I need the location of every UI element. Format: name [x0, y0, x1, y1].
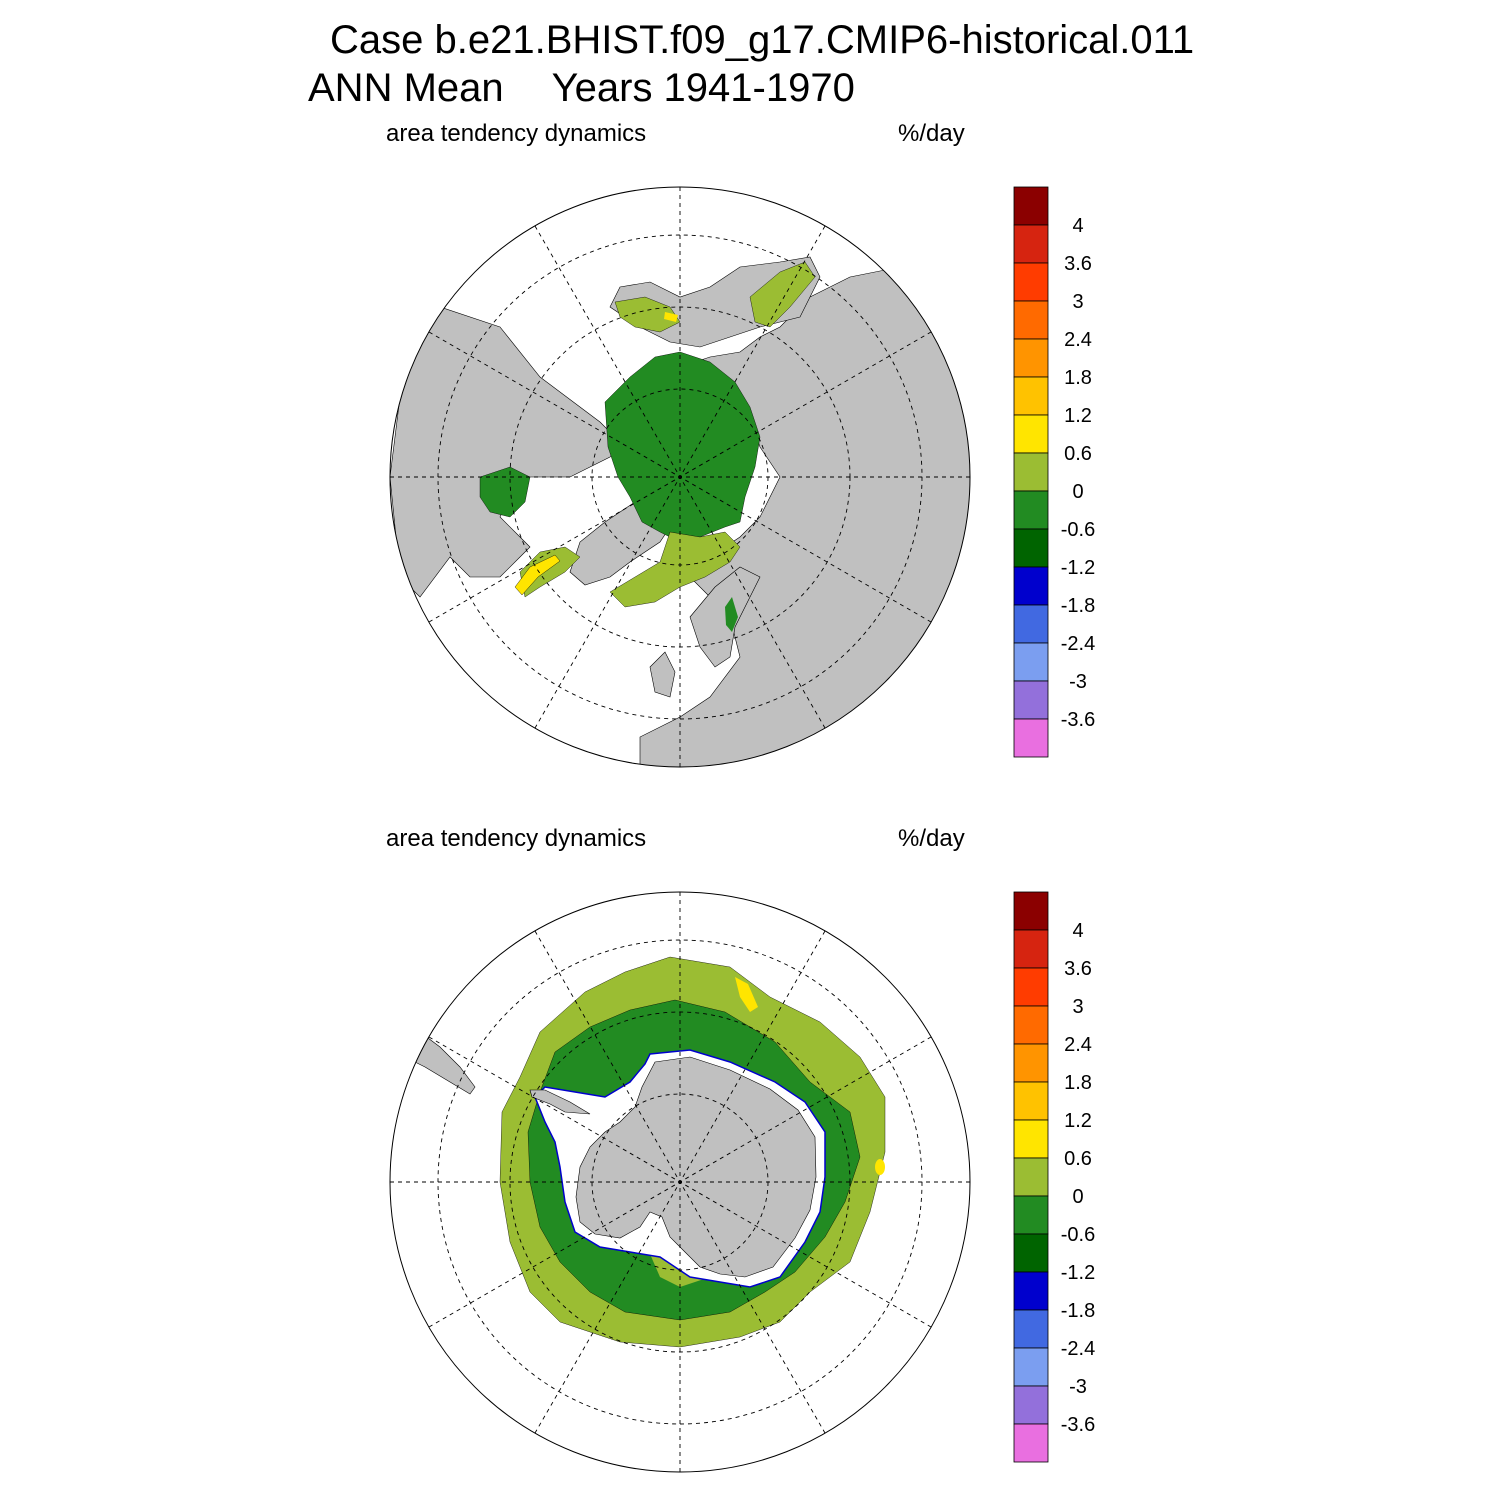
- sh-polar-map: [389, 891, 971, 1473]
- nh-colorbar-swatch: [1013, 414, 1049, 454]
- sh-colorbar-swatch: [1013, 1081, 1049, 1121]
- sh-colorbar-label: -2.4: [1061, 1338, 1095, 1360]
- sh-colorbar-swatch: [1013, 967, 1049, 1007]
- nh-graticule: [390, 187, 970, 767]
- nh-colorbar-label: 3.6: [1064, 253, 1092, 275]
- period-title: ANN Mean Years 1941-1970: [308, 66, 855, 111]
- case-title: Case b.e21.BHIST.f09_g17.CMIP6-historica…: [330, 18, 1195, 62]
- nh-colorbar-swatch: [1013, 490, 1049, 530]
- sh-colorbar-swatch: [1013, 1309, 1049, 1349]
- nh-colorbar-swatch: [1013, 300, 1049, 340]
- nh-ice-baffin: [479, 466, 531, 518]
- sh-colorbar-swatch: [1013, 1347, 1049, 1387]
- sh-colorbar-label: -3.6: [1061, 1414, 1095, 1436]
- sh-colorbar-swatch: [1013, 1043, 1049, 1083]
- nh-ice-bering: [749, 261, 816, 328]
- sh-colorbar-label: 3: [1072, 996, 1083, 1018]
- nh-colorbar-swatch: [1013, 528, 1049, 568]
- sh-colorbar-label: 4: [1072, 920, 1083, 942]
- nh-colorbar-swatch: [1013, 642, 1049, 682]
- nh-polar-map: [389, 186, 971, 768]
- sh-colorbar-label: 0: [1072, 1186, 1083, 1208]
- nh-colorbar-label: -0.6: [1061, 519, 1095, 541]
- nh-ice-labrador: [519, 546, 581, 598]
- sh-colorbar-swatch: [1013, 1157, 1049, 1197]
- nh-land-scandinavia: [689, 566, 761, 668]
- sh-units-label: %/day: [898, 825, 965, 852]
- nh-colorbar-labels: 4 3.6 3 2.4 1.8 1.2 0.6 0 -0.6 -1.2 -1.8 -2.4 -3 -3.6: [1061, 215, 1095, 731]
- sh-colorbar-label: -1.8: [1061, 1300, 1095, 1322]
- nh-ice-baltic: [725, 597, 738, 632]
- sh-colorbar-swatch: [1013, 1195, 1049, 1235]
- years-label: Years 1941-1970: [551, 66, 855, 110]
- nh-colorbar-label: 2.4: [1064, 329, 1092, 351]
- nh-land-uk: [649, 651, 676, 698]
- nh-colorbar-label: 0: [1072, 481, 1083, 503]
- nh-colorbar-label: 1.8: [1064, 367, 1092, 389]
- sh-colorbar-labels: 4 3.6 3 2.4 1.8 1.2 0.6 0 -0.6 -1.2 -1.8 -2.4 -3 -3.6: [1061, 920, 1095, 1436]
- sh-colorbar-label: 1.8: [1064, 1072, 1092, 1094]
- nh-colorbar-swatch: [1013, 718, 1049, 758]
- nh-map-border: [389, 186, 971, 768]
- sh-variable-label: area tendency dynamics: [386, 825, 647, 852]
- sh-colorbar-swatch: [1013, 891, 1049, 931]
- sh-colorbar-label: 2.4: [1064, 1034, 1092, 1056]
- nh-colorbar-label: -2.4: [1061, 633, 1095, 655]
- nh-colorbar-label: -1.8: [1061, 595, 1095, 617]
- sh-map-border: [389, 891, 971, 1473]
- nh-variable-label: area tendency dynamics: [386, 120, 647, 147]
- nh-colorbar-swatch: [1013, 566, 1049, 606]
- sh-land-antarctica: [575, 1056, 817, 1278]
- nh-ice-okhotsk-edge: [664, 312, 678, 322]
- nh-ice-labrador-edge: [514, 554, 561, 596]
- nh-colorbar-label: -3.6: [1061, 709, 1095, 731]
- sh-colorbar-label: -3: [1069, 1376, 1087, 1398]
- sh-colorbar-swatch: [1013, 1005, 1049, 1045]
- nh-colorbar-label: 1.2: [1064, 405, 1092, 427]
- sh-colorbar-label: 3.6: [1064, 958, 1092, 980]
- period-label: ANN Mean: [308, 66, 504, 110]
- nh-colorbar-swatch: [1013, 224, 1049, 264]
- sh-colorbar-swatch: [1013, 1271, 1049, 1311]
- sh-colorbar-swatch: [1013, 1233, 1049, 1273]
- sh-colorbar-label: 0.6: [1064, 1148, 1092, 1170]
- nh-colorbar-swatch: [1013, 338, 1049, 378]
- sh-colorbar-label: -1.2: [1061, 1262, 1095, 1284]
- nh-colorbar-swatches: [1013, 186, 1049, 758]
- sh-colorbar-swatch: [1013, 1119, 1049, 1159]
- nh-colorbar-label: -3: [1069, 671, 1087, 693]
- sh-ice-yellow-patch: [735, 977, 758, 1012]
- nh-colorbar-swatch: [1013, 376, 1049, 416]
- nh-ice-okhotsk: [614, 296, 681, 333]
- sh-colorbar-swatch: [1013, 1385, 1049, 1425]
- sh-land-antarctic-peninsula: [529, 1089, 591, 1115]
- nh-colorbar-swatch: [1013, 680, 1049, 720]
- sh-colorbar-label: 1.2: [1064, 1110, 1092, 1132]
- nh-colorbar-label: 4: [1072, 215, 1083, 237]
- nh-colorbar-swatch: [1013, 452, 1049, 492]
- sh-colorbar-swatches: [1013, 891, 1049, 1463]
- nh-colorbar-label: -1.2: [1061, 557, 1095, 579]
- sh-colorbar-swatch: [1013, 1423, 1049, 1463]
- nh-colorbar: 4 3.6 3 2.4 1.8 1.2 0.6 0 -0.6 -1.2 -1.8 -2.4 -3 -3.6: [1013, 186, 1095, 758]
- sh-colorbar-label: -0.6: [1061, 1224, 1095, 1246]
- nh-units-label: %/day: [898, 120, 965, 147]
- sh-colorbar: 4 3.6 3 2.4 1.8 1.2 0.6 0 -0.6 -1.2 -1.8 -2.4 -3 -3.6: [1013, 891, 1095, 1463]
- nh-colorbar-label: 0.6: [1064, 443, 1092, 465]
- nh-colorbar-swatch: [1013, 604, 1049, 644]
- sh-colorbar-swatch: [1013, 929, 1049, 969]
- nh-colorbar-swatch: [1013, 186, 1049, 226]
- sh-ice-yellow-dot: [875, 1159, 885, 1175]
- sh-graticule: [390, 892, 970, 1472]
- nh-colorbar-swatch: [1013, 262, 1049, 302]
- nh-colorbar-label: 3: [1072, 291, 1083, 313]
